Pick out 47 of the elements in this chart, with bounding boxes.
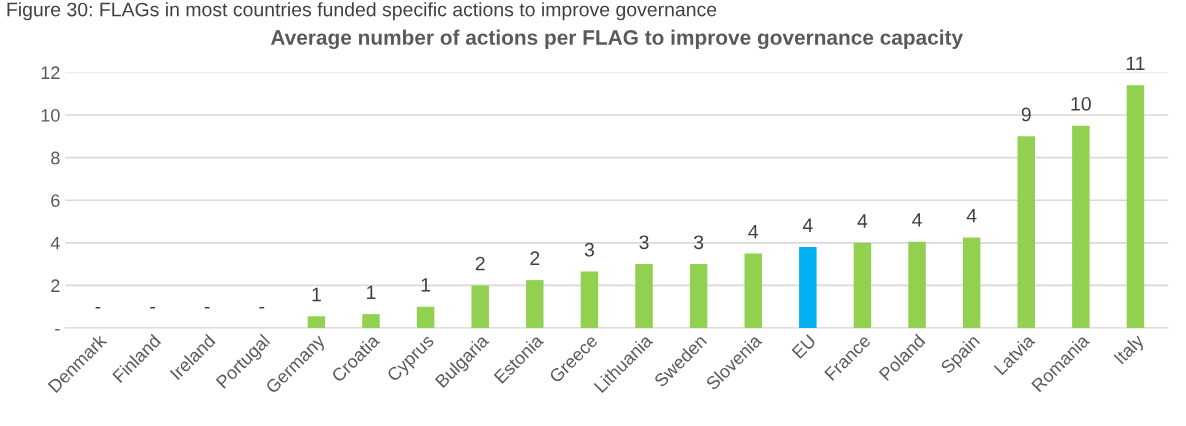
bar xyxy=(689,264,708,329)
bar xyxy=(799,247,817,329)
bar xyxy=(416,306,435,329)
x-tick-label: EU xyxy=(791,334,817,359)
data-label: - xyxy=(259,306,265,309)
data-label: 9 xyxy=(1021,107,1031,122)
bar xyxy=(580,271,599,329)
y-tick-label: - xyxy=(55,329,60,331)
data-label: 2 xyxy=(475,256,485,271)
data-label: 11 xyxy=(1126,56,1145,71)
data-label: - xyxy=(150,306,155,309)
data-label: 3 xyxy=(584,242,594,257)
bar xyxy=(744,253,762,329)
data-label: 2 xyxy=(530,251,540,265)
y-tick-label: 8 xyxy=(51,151,60,165)
y-tick-label: 6 xyxy=(51,194,60,207)
data-label: 3 xyxy=(693,235,704,250)
bar xyxy=(1126,85,1145,329)
y-tick-label: 4 xyxy=(50,236,60,250)
bar xyxy=(471,285,489,329)
bar xyxy=(853,242,872,329)
data-label: 10 xyxy=(1071,96,1091,111)
x-tick-label: Italy xyxy=(1113,332,1148,368)
bar xyxy=(962,237,981,329)
caption: Figure 30: FLAGs in most countries funded specific actions to improve governance xyxy=(7,2,717,21)
y-tick-label: 12 xyxy=(41,66,60,79)
data-label: 4 xyxy=(802,218,813,232)
data-label: 1 xyxy=(421,278,431,292)
data-label: 4 xyxy=(966,208,977,223)
data-label: 3 xyxy=(639,235,649,250)
bar xyxy=(362,314,380,329)
data-label: 4 xyxy=(912,213,922,227)
data-label: 4 xyxy=(748,224,759,239)
bar xyxy=(1072,125,1090,329)
bar xyxy=(307,316,326,329)
bar xyxy=(908,241,926,329)
chart-title: Average number of actions per FLAG to improve governance capacity xyxy=(270,29,963,50)
bar xyxy=(1017,136,1035,329)
data-label: - xyxy=(95,306,101,309)
bar xyxy=(526,280,544,329)
data-label: 4 xyxy=(857,214,868,228)
data-label: 1 xyxy=(312,287,321,302)
y-tick-label: 2 xyxy=(51,279,60,292)
bar xyxy=(635,264,653,329)
data-label: 1 xyxy=(367,285,376,300)
data-label: - xyxy=(204,306,210,309)
y-tick-label: 10 xyxy=(41,108,60,122)
